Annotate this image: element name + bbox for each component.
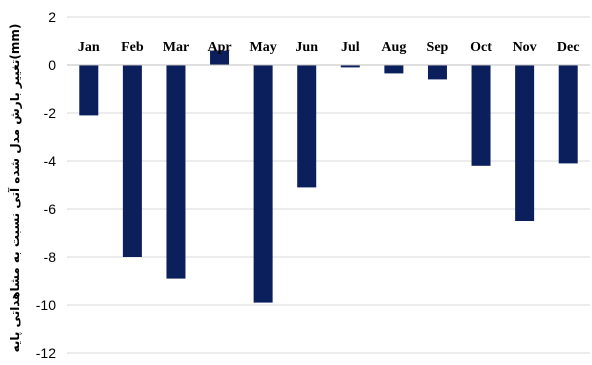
bar-feb — [122, 65, 142, 257]
y-tick-label: -2 — [44, 105, 57, 121]
gridlines — [67, 16, 590, 354]
bar-apr — [210, 50, 230, 65]
x-category-label: May — [250, 40, 277, 55]
x-category-label: Nov — [513, 40, 537, 55]
x-category-label: Jun — [295, 40, 318, 55]
category-labels: Jan Feb Mar Apr May Jun Jul Aug Sep Oct Nov Dec — [78, 40, 580, 55]
bar-sep — [427, 65, 447, 80]
y-tick-label: -6 — [44, 201, 57, 217]
x-category-label: Apr — [207, 40, 231, 55]
bar-may — [253, 65, 273, 303]
x-category-label: Oct — [470, 40, 492, 55]
x-category-label: Sep — [427, 40, 449, 55]
x-category-label: Aug — [381, 40, 406, 55]
bars — [79, 50, 578, 303]
y-tick-label: 0 — [48, 57, 56, 73]
x-category-label: Mar — [163, 40, 189, 55]
bar-jan — [79, 65, 99, 116]
bar-jun — [297, 65, 317, 188]
y-tick-label: 2 — [48, 9, 56, 25]
x-category-label: Jan — [78, 40, 100, 55]
y-tick-label: -10 — [36, 297, 56, 313]
bar-jul — [340, 65, 360, 68]
bar-dec — [558, 65, 578, 164]
x-category-label: Jul — [341, 40, 360, 55]
bar-nov — [515, 65, 535, 221]
y-tick-label: -4 — [44, 153, 57, 169]
bar-mar — [166, 65, 186, 279]
y-axis-ticks: 2 0 -2 -4 -6 -8 -10 -12 — [36, 9, 56, 361]
y-tick-label: -12 — [36, 345, 56, 361]
y-tick-label: -8 — [44, 249, 57, 265]
y-axis-label: تغییر بارش مدل شده آتی نسبت به مشاهداتی … — [7, 24, 22, 353]
x-category-label: Dec — [557, 40, 580, 55]
bar-aug — [384, 65, 404, 74]
x-category-label: Feb — [121, 40, 144, 55]
bar-oct — [471, 65, 491, 166]
